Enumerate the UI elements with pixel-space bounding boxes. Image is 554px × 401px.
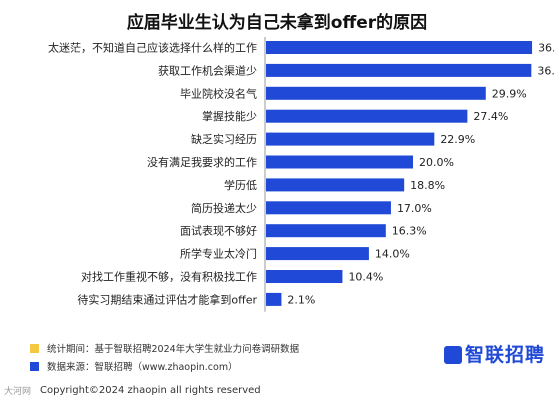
value-label: 17.0% [397, 202, 432, 215]
bar [266, 41, 533, 54]
category-label: 获取工作机会渠道少 [158, 63, 257, 77]
bar [266, 86, 486, 100]
logo-text: 智联招聘 [465, 344, 546, 366]
value-label: 14.0% [375, 248, 410, 261]
footnote-period-text: 统计期间：基于智联招聘2024年大学生就业力问卷调研数据 [47, 344, 300, 355]
category-label: 掌握技能少 [202, 109, 257, 123]
logo-mark-icon [444, 346, 462, 364]
note1-marker [30, 344, 39, 353]
bar [266, 247, 369, 261]
category-label: 学历低 [224, 178, 257, 192]
chart-title: 应届毕业生认为自己未拿到offer的原因 [126, 13, 428, 33]
value-label: 36.1% [537, 64, 554, 77]
category-label: 所学专业太冷门 [180, 247, 257, 261]
category-label: 面试表现不够好 [180, 224, 257, 238]
bar [266, 109, 468, 123]
category-label: 简历投递太少 [191, 201, 257, 215]
bar [266, 201, 391, 215]
category-label: 对找工作重视不够，没有积极找工作 [81, 270, 257, 284]
value-label: 27.4% [473, 110, 508, 123]
note2-marker [30, 362, 39, 371]
bar [266, 63, 532, 77]
value-label: 16.3% [392, 225, 427, 238]
watermark: 大河网 [4, 387, 32, 397]
category-label: 毕业院校没名气 [180, 86, 257, 100]
bar [266, 292, 282, 306]
category-label: 没有满足我要求的工作 [147, 155, 257, 169]
bar [266, 132, 435, 146]
footnote-period: 统计期间：基于智联招聘2024年大学生就业力问卷调研数据 [30, 341, 299, 355]
category-label: 待实习期结束通过评估才能拿到offer [77, 292, 257, 306]
bar [266, 155, 413, 169]
value-label: 22.9% [440, 133, 475, 146]
value-label: 18.8% [410, 179, 445, 192]
value-label: 10.4% [348, 271, 383, 284]
bar-chart: 太迷茫，不知道自己应该选择什么样的工作 36.2% 获取工作机会渠道少 36.1% 毕业… [48, 37, 554, 312]
footnote-source: 数据来源：智联招聘（www.zhaopin.com） [30, 359, 238, 373]
value-label: 2.1% [287, 293, 315, 306]
value-label: 36.2% [538, 42, 554, 55]
category-label: 缺乏实习经历 [191, 132, 257, 146]
category-label: 太迷茫，不知道自己应该选择什么样的工作 [48, 41, 257, 55]
bar [266, 224, 386, 238]
bar [266, 270, 343, 283]
bar [266, 178, 405, 192]
copyright-text: Copyright©2024 zhaopin all rights reserv… [40, 385, 261, 396]
value-label: 20.0% [419, 156, 454, 169]
footnote-source-text: 数据来源：智联招聘（www.zhaopin.com） [47, 362, 238, 373]
zhaopin-logo: 智联招聘 [444, 340, 545, 367]
value-label: 29.9% [492, 87, 527, 100]
